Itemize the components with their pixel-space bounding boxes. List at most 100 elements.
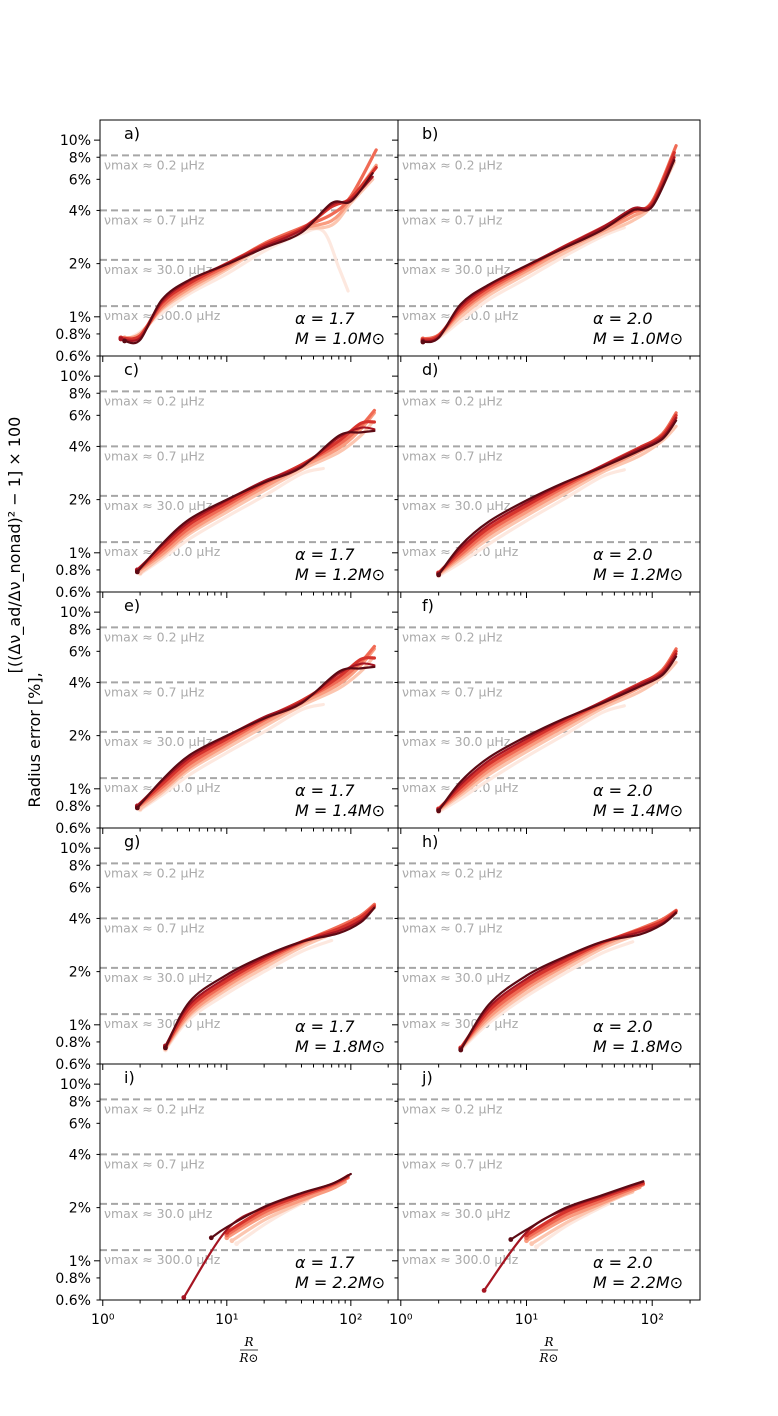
- mass-label: M = 2.2M⊙: [593, 1273, 683, 1292]
- reference-label: νmax ≈ 300.0 μHz: [104, 1252, 221, 1267]
- mass-label: M = 1.4M⊙: [593, 801, 683, 820]
- reference-label: νmax ≈ 0.7 μHz: [402, 448, 503, 463]
- series-line: [136, 665, 376, 809]
- y-tick-label: 0.6%: [55, 585, 91, 601]
- y-tick-label: 6%: [69, 880, 91, 896]
- y-tick-label: 6%: [69, 172, 91, 188]
- series-line: [437, 704, 626, 814]
- panel-label: a): [124, 124, 140, 143]
- series-start-point: [508, 1237, 514, 1242]
- series-start-point: [118, 336, 124, 342]
- reference-label: νmax ≈ 0.2 μHz: [402, 157, 503, 172]
- alpha-label: α = 1.7: [295, 781, 355, 800]
- series-line: [136, 429, 376, 573]
- y-tick-label: 0.6%: [55, 349, 91, 365]
- reference-label: νmax ≈ 300.0 μHz: [104, 1016, 221, 1031]
- reference-label: νmax ≈ 0.7 μHz: [104, 212, 205, 227]
- alpha-label: α = 2.0: [593, 1253, 653, 1272]
- series-line: [437, 649, 678, 811]
- y-tick-label: 10%: [60, 605, 91, 621]
- series-line: [225, 1180, 347, 1240]
- series-line: [123, 172, 374, 345]
- reference-label: νmax ≈ 0.2 μHz: [104, 865, 205, 880]
- y-tick-label: 0.8%: [55, 1035, 91, 1051]
- reference-label: νmax ≈ 0.7 μHz: [104, 448, 205, 463]
- reference-label: νmax ≈ 30.0 μHz: [402, 734, 511, 749]
- panel-label: g): [124, 832, 140, 851]
- y-tick-label: 1%: [69, 310, 91, 326]
- y-tick-label: 0.6%: [55, 1057, 91, 1073]
- y-tick-label: 2%: [69, 965, 91, 981]
- panel-e: νmax ≈ 0.2 μHz νmax ≈ 0.7 μHz νmax ≈ 30.0 …: [55, 591, 399, 837]
- alpha-label: α = 1.7: [295, 545, 355, 564]
- series-line: [138, 702, 325, 812]
- y-tick-label: 10%: [60, 841, 91, 857]
- curves: [118, 148, 378, 345]
- panel-f: νmax ≈ 0.2 μHz νmax ≈ 0.7 μHz νmax ≈ 30.0 …: [392, 591, 701, 834]
- series-line: [459, 940, 635, 1052]
- reference-label: νmax ≈ 30.0 μHz: [104, 1206, 213, 1221]
- series-line: [135, 647, 376, 810]
- y-tick-label: 2%: [69, 1201, 91, 1217]
- panel-label: c): [124, 360, 139, 379]
- series-start-point: [122, 338, 128, 344]
- series-line: [437, 413, 678, 575]
- panel-label: e): [124, 596, 140, 615]
- alpha-label: α = 2.0: [593, 309, 653, 328]
- reference-label: νmax ≈ 0.2 μHz: [104, 393, 205, 408]
- reference-label: νmax ≈ 30.0 μHz: [402, 1206, 511, 1221]
- series-line: [437, 424, 678, 577]
- reference-label: νmax ≈ 300.0 μHz: [402, 1016, 519, 1031]
- y-tick-label: 1%: [69, 546, 91, 562]
- reference-label: νmax ≈ 0.2 μHz: [104, 629, 205, 644]
- x-tick-label: 10²: [339, 1312, 362, 1328]
- y-axis-formula: [((Δν_ad/Δν_nonad)² − 1] × 100: [5, 417, 25, 674]
- series-start-point: [481, 1287, 487, 1293]
- series-line: [136, 662, 376, 807]
- panel-c: νmax ≈ 0.2 μHz νmax ≈ 0.7 μHz νmax ≈ 30.0 …: [55, 355, 399, 601]
- series-start-point: [534, 1244, 539, 1250]
- series-line: [164, 906, 376, 1049]
- panel-label: i): [124, 1068, 135, 1087]
- series-line: [210, 1172, 352, 1239]
- curves: [436, 647, 678, 815]
- series-line: [138, 420, 375, 575]
- series-line: [421, 159, 676, 344]
- panel-j: νmax ≈ 0.2 μHz νmax ≈ 0.7 μHz νmax ≈ 30.0 …: [392, 1063, 701, 1306]
- y-tick-label: 1%: [69, 1254, 91, 1270]
- alpha-label: α = 1.7: [295, 1017, 355, 1036]
- series-line: [459, 908, 678, 1050]
- x-axis-label-numerator: R: [243, 1335, 253, 1349]
- series-start-point: [208, 1235, 214, 1241]
- reference-label: νmax ≈ 30.0 μHz: [402, 262, 511, 277]
- panel-label: j): [421, 1068, 433, 1087]
- series-start-point: [420, 339, 426, 345]
- series-start-point: [181, 1295, 187, 1300]
- series-line: [135, 411, 376, 574]
- series-line: [459, 911, 678, 1052]
- reference-label: νmax ≈ 300.0 μHz: [402, 1252, 519, 1267]
- reference-label: νmax ≈ 0.7 μHz: [402, 1156, 503, 1171]
- y-tick-label: 1%: [69, 1018, 91, 1034]
- mass-label: M = 1.2M⊙: [593, 565, 683, 584]
- panel-label: d): [422, 360, 438, 379]
- series-line: [437, 660, 678, 813]
- mass-label: M = 1.8M⊙: [295, 1037, 385, 1056]
- alpha-label: α = 1.7: [295, 309, 355, 328]
- y-tick-label: 2%: [69, 257, 91, 273]
- y-tick-label: 8%: [69, 858, 91, 874]
- x-tick-label: 10¹: [215, 1312, 238, 1328]
- reference-label: νmax ≈ 0.7 μHz: [104, 684, 205, 699]
- reference-label: νmax ≈ 0.2 μHz: [402, 393, 503, 408]
- y-tick-label: 0.6%: [55, 821, 91, 837]
- y-tick-label: 4%: [69, 203, 91, 219]
- reference-label: νmax ≈ 0.2 μHz: [104, 157, 205, 172]
- series-start-point: [436, 808, 442, 814]
- series-line: [138, 656, 375, 811]
- series-start-point: [529, 1241, 535, 1247]
- reference-label: νmax ≈ 0.7 μHz: [402, 684, 503, 699]
- alpha-label: α = 1.7: [295, 1253, 355, 1272]
- x-tick-label: 10¹: [515, 1312, 538, 1328]
- mass-label: M = 1.4M⊙: [295, 801, 385, 820]
